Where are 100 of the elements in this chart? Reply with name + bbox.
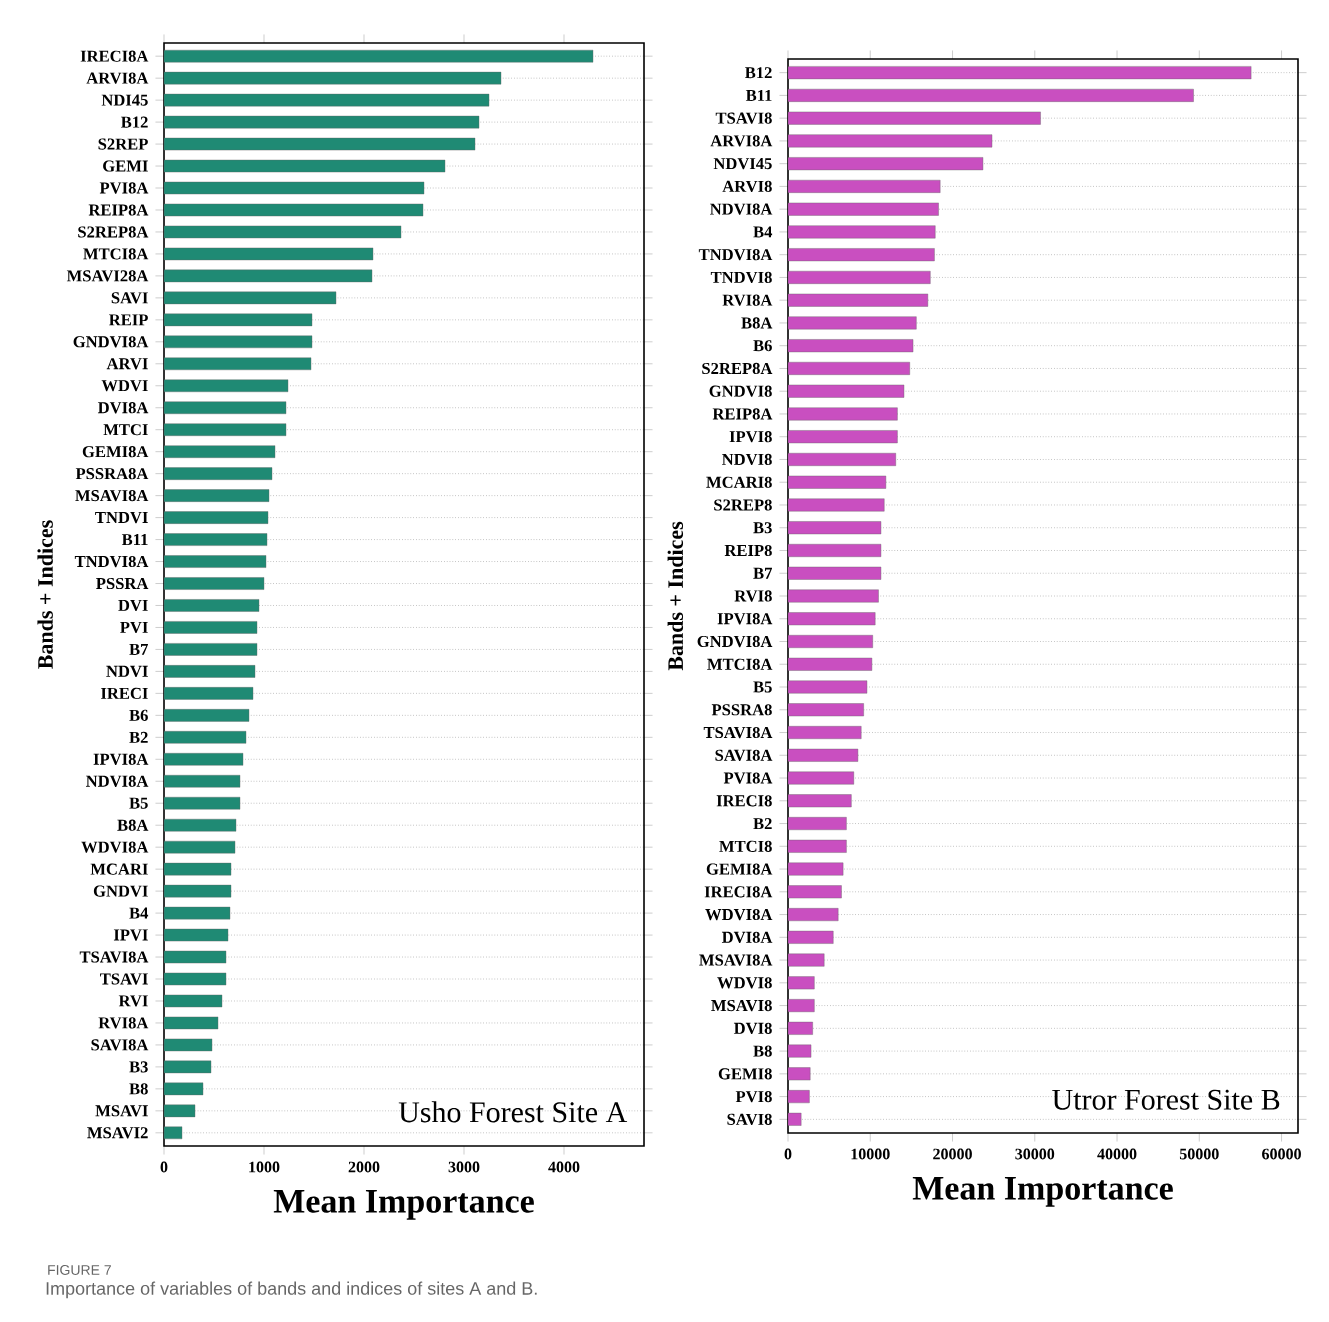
bar <box>164 950 227 964</box>
x-tick-label: 20000 <box>933 1148 972 1160</box>
y-tick-label: IPVI8 <box>729 431 772 443</box>
y-tick-label: GNDVI <box>93 885 148 897</box>
x-axis-title: Mean Importance <box>273 1190 534 1220</box>
y-tick-label: ARVI8A <box>86 72 149 84</box>
y-tick-label: MSAVI28A <box>66 270 149 282</box>
bar <box>164 753 244 766</box>
bar <box>788 407 898 421</box>
y-tick-label: SAVI8A <box>715 749 773 761</box>
y-tick-label: B4 <box>753 226 773 238</box>
bar <box>164 313 313 327</box>
y-tick-label: IRECI <box>101 687 148 699</box>
bar <box>164 357 312 371</box>
y-tick-label: B2 <box>129 731 148 743</box>
bar <box>164 71 502 85</box>
y-tick-label: SAVI8A <box>91 1039 149 1051</box>
bar <box>164 818 237 832</box>
y-tick-label: MSAVI <box>95 1105 148 1117</box>
y-tick-label: NDVI8A <box>86 775 149 787</box>
bar <box>164 840 236 854</box>
bar <box>164 1126 183 1140</box>
y-tick-label: WDVI8A <box>705 908 773 921</box>
y-tick-label: MTCI <box>103 424 148 436</box>
y-tick-label: PSSRA8 <box>711 704 772 716</box>
bar <box>164 577 265 590</box>
y-tick-label: GEMI8 <box>718 1068 772 1080</box>
y-tick-label: B7 <box>129 643 149 655</box>
y-tick-label: WDVI <box>101 380 148 392</box>
bar <box>164 401 287 414</box>
y-tick-label: MSAVI8 <box>711 999 772 1012</box>
bar <box>164 181 425 195</box>
y-tick-label: PVI8A <box>99 182 149 194</box>
bar <box>164 1060 212 1074</box>
y-tick-label: TNDVI8 <box>710 271 772 284</box>
y-tick-label: MTCI8 <box>719 840 772 852</box>
y-tick-label: IRECI8A <box>80 50 149 62</box>
bar <box>164 687 254 700</box>
x-tick-label: 0 <box>784 1148 792 1160</box>
y-tick-label: DVI8 <box>733 1022 772 1034</box>
bar <box>164 269 373 283</box>
y-tick-label: S2REP8A <box>78 226 149 238</box>
y-tick-label: B5 <box>129 797 148 809</box>
bar <box>164 423 287 436</box>
bar <box>164 775 241 788</box>
bar <box>164 731 247 744</box>
y-tick-label: IRECI8A <box>704 886 773 898</box>
bar <box>788 134 993 148</box>
y-tick-label: IRECI8 <box>716 795 772 807</box>
y-tick-label: B8A <box>741 317 773 329</box>
bar <box>164 203 424 217</box>
bar <box>164 291 337 305</box>
bar <box>164 49 594 63</box>
bar <box>164 511 269 524</box>
y-tick-label: MSAVI2 <box>87 1127 148 1139</box>
y-tick-label: TSAVI8A <box>79 951 149 963</box>
y-axis-title: Bands + Indices <box>667 521 684 671</box>
x-tick-label: 50000 <box>1179 1148 1219 1160</box>
y-tick-label: GEMI8A <box>706 863 773 875</box>
bar <box>164 445 276 458</box>
y-tick-label: PVI8A <box>723 772 773 784</box>
y-tick-label: RVI8 <box>734 590 772 602</box>
x-tick-label: 3000 <box>448 1161 480 1173</box>
y-tick-label: B2 <box>753 818 772 830</box>
y-tick-label: MSAVI8A <box>699 954 773 966</box>
y-tick-label: B5 <box>753 681 772 693</box>
bar <box>164 599 260 612</box>
y-tick-label: B12 <box>745 67 772 79</box>
y-tick-label: TSAVI8 <box>715 112 772 124</box>
y-tick-label: B11 <box>745 89 772 101</box>
x-tick-label: 4000 <box>548 1161 580 1173</box>
x-tick-label: 2000 <box>348 1161 380 1173</box>
x-tick-label: 40000 <box>1097 1148 1137 1160</box>
y-tick-label: DVI8A <box>97 402 149 414</box>
y-tick-label: NDI45 <box>101 94 148 106</box>
y-tick-label: TNDVI <box>95 512 148 524</box>
y-tick-label: GEMI <box>103 160 148 172</box>
bar <box>164 972 227 986</box>
y-tick-label: MTCI8A <box>707 658 773 670</box>
bar <box>788 589 879 603</box>
y-axis-title: Bands + Indices <box>37 520 53 669</box>
bar <box>164 247 374 261</box>
y-tick-label: B6 <box>129 709 148 721</box>
y-tick-label: DVI8A <box>721 931 773 943</box>
annotation: Usho Forest Site A <box>398 1101 628 1123</box>
bar <box>164 489 270 502</box>
y-tick-label: GNDVI8A <box>697 635 773 648</box>
y-tick-label: PVI8 <box>735 1090 772 1103</box>
y-tick-label: B4 <box>129 907 149 919</box>
bar <box>164 906 231 920</box>
text: Importance of variables of bands and indices of sites A and B. <box>46 1281 537 1299</box>
bar <box>164 159 446 173</box>
y-tick-label: ARVI8A <box>710 135 773 147</box>
y-tick-label: TNDVI8A <box>74 555 149 568</box>
bar <box>164 1082 204 1096</box>
bar <box>164 862 232 876</box>
y-tick-label: IPVI8A <box>93 753 149 765</box>
y-tick-label: RVI8A <box>98 1017 149 1029</box>
y-tick-label: MTCI8A <box>83 248 149 260</box>
bar <box>788 953 825 967</box>
